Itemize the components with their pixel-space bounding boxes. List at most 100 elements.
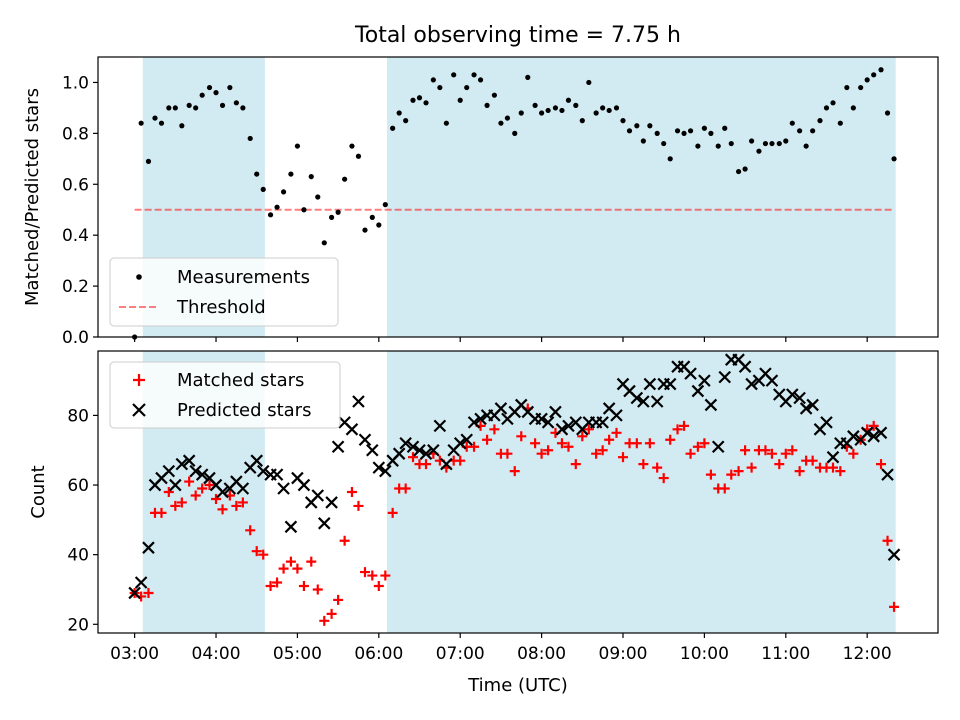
matched-star-marker (807, 455, 818, 466)
matched-star-marker (705, 469, 716, 480)
matched-star-marker (631, 438, 642, 449)
matched-star-marker (652, 462, 663, 473)
measurement-point (260, 186, 266, 192)
predicted-star-marker (494, 402, 508, 415)
legend-matched-marker (133, 374, 145, 386)
matched-star-marker (285, 556, 296, 567)
top-y-tick-label: 0.6 (62, 175, 89, 195)
matched-star-marker (455, 455, 466, 466)
measurement-point (382, 202, 388, 208)
legend-measurements-marker (136, 274, 142, 280)
measurement-point (512, 130, 518, 136)
measurement-point (321, 240, 327, 246)
measurement-point (844, 84, 850, 91)
matched-star-marker (306, 556, 317, 567)
top-legend-box (109, 257, 339, 327)
top-shaded-interval-1 (386, 57, 896, 337)
predicted-star-marker (453, 436, 467, 450)
matched-star-marker (197, 483, 208, 494)
matched-star-marker (482, 434, 493, 445)
top-measurement-points (132, 67, 897, 340)
matched-star-marker (204, 480, 215, 491)
measurement-point (504, 115, 511, 121)
matched-star-marker (373, 581, 384, 591)
measurement-point (186, 102, 192, 108)
bottom-axes-frame (97, 350, 939, 634)
measurement-point (294, 143, 301, 149)
measurement-point (565, 97, 572, 103)
predicted-star-marker (718, 370, 732, 384)
measurement-point (349, 143, 355, 149)
predicted-star-marker (419, 447, 433, 460)
predicted-star-marker (610, 409, 623, 422)
predicted-star-marker (142, 541, 155, 554)
matched-star-marker (726, 469, 737, 480)
matched-star-marker (876, 459, 887, 470)
measurement-point (687, 128, 694, 134)
matched-star-marker (272, 577, 283, 588)
predicted-star-marker (704, 398, 718, 412)
x-tick-label: 06:00 (354, 644, 403, 664)
measurement-point (606, 107, 612, 114)
matched-star-marker (719, 483, 730, 494)
matched-star-marker (746, 462, 757, 473)
matched-star-marker (217, 504, 228, 515)
predicted-star-marker (630, 391, 644, 405)
matched-star-marker (367, 570, 378, 581)
measurement-point (858, 84, 864, 91)
measurement-point (545, 107, 551, 114)
measurement-point (532, 102, 538, 108)
predicted-star-marker (352, 395, 365, 408)
predicted-star-marker (467, 416, 481, 429)
measurement-point (695, 143, 701, 149)
measurement-point (403, 118, 409, 124)
predicted-star-marker (711, 440, 725, 454)
measurement-point (850, 105, 856, 111)
matched-star-marker (543, 445, 554, 456)
predicted-star-marker (128, 586, 141, 600)
measurement-point (769, 140, 775, 147)
measurement-point (390, 125, 396, 131)
predicted-star-marker (691, 384, 705, 398)
measurement-point (803, 143, 809, 149)
predicted-star-marker (175, 457, 189, 471)
measurement-point (227, 84, 233, 91)
measurement-point (708, 130, 714, 136)
measurement-point (396, 110, 402, 116)
matched-star-marker (333, 594, 344, 605)
measurement-point (193, 105, 199, 111)
matched-star-marker (665, 434, 676, 445)
predicted-star-marker (169, 478, 182, 492)
matched-star-marker (766, 448, 777, 459)
matched-star-marker (672, 424, 683, 435)
matched-star-marker (618, 452, 628, 463)
x-tick-label: 04:00 (192, 644, 241, 664)
matched-star-marker (421, 459, 432, 470)
matched-star-marker (516, 431, 527, 442)
predicted-star-marker (881, 468, 894, 481)
predicted-star-marker (406, 440, 420, 454)
predicted-star-marker (427, 443, 440, 457)
matched-star-marker (292, 563, 303, 574)
matched-star-marker (143, 587, 154, 598)
matched-star-marker (658, 473, 669, 484)
measurement-point (525, 74, 531, 80)
measurement-point (837, 120, 843, 126)
measurement-point (464, 84, 470, 91)
matched-star-marker (298, 581, 309, 591)
predicted-star-marker (236, 482, 250, 495)
measurement-point (274, 204, 280, 210)
measurement-point (539, 110, 545, 116)
measurement-point (247, 135, 253, 142)
predicted-star-marker (366, 443, 379, 457)
predicted-star-marker (820, 416, 833, 429)
measurement-point (715, 143, 721, 149)
predicted-star-marker (745, 377, 758, 391)
measurement-point (823, 105, 830, 111)
measurement-point (301, 207, 307, 213)
matched-star-marker (163, 487, 174, 497)
measurement-point (634, 123, 640, 129)
predicted-star-marker (270, 468, 284, 481)
measurement-point (518, 110, 524, 116)
measurement-point (756, 148, 762, 154)
